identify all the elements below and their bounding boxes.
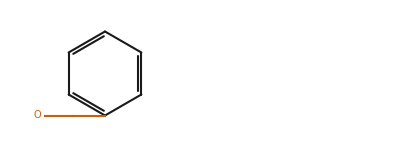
Text: O: O: [33, 111, 41, 121]
